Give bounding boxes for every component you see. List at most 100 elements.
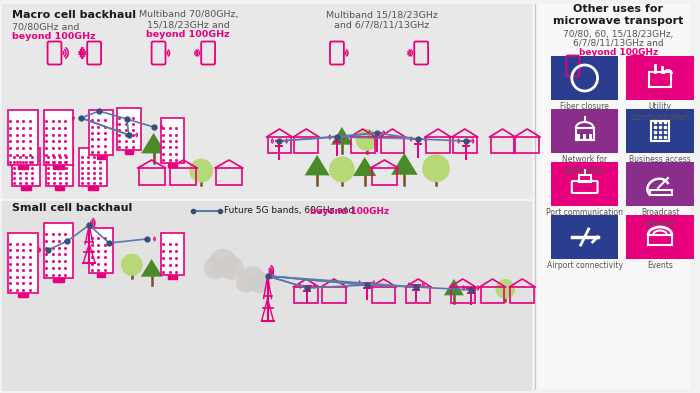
Bar	[648, 235, 672, 245]
Text: Fiber closure: Fiber closure	[560, 102, 609, 111]
Bar	[551, 109, 618, 153]
Bar	[79, 148, 107, 186]
Bar	[481, 287, 505, 303]
Bar	[515, 137, 539, 153]
Bar	[89, 110, 113, 155]
Bar	[294, 137, 318, 153]
Circle shape	[240, 266, 265, 291]
Bar	[626, 162, 694, 206]
Bar	[406, 287, 430, 303]
Bar	[160, 118, 184, 163]
Bar	[125, 150, 133, 154]
Bar	[576, 128, 594, 140]
Bar	[18, 293, 28, 296]
Circle shape	[329, 156, 355, 182]
Bar	[453, 137, 477, 153]
Bar	[650, 190, 672, 195]
Text: 6/7/8/11/13GHz and: 6/7/8/11/13GHz and	[573, 39, 664, 48]
Bar	[46, 148, 74, 186]
Polygon shape	[304, 155, 330, 175]
Bar	[18, 165, 28, 169]
Polygon shape	[444, 279, 464, 295]
Text: Future 5G bands, 60GHz and: Future 5G bands, 60GHz and	[224, 206, 357, 215]
Circle shape	[204, 257, 226, 279]
Polygon shape	[141, 259, 162, 277]
Bar	[117, 108, 141, 150]
Text: Events: Events	[647, 261, 673, 270]
Circle shape	[209, 249, 237, 277]
Bar	[578, 134, 580, 139]
Text: Business access: Business access	[629, 155, 691, 164]
Text: Broadcast
network: Broadcast network	[640, 208, 679, 228]
Bar	[216, 168, 242, 185]
Circle shape	[496, 279, 515, 299]
Bar	[21, 186, 31, 189]
FancyBboxPatch shape	[2, 201, 532, 391]
Bar	[171, 168, 196, 185]
Bar	[139, 168, 164, 185]
Bar	[538, 4, 690, 389]
Bar	[55, 186, 64, 189]
Bar	[97, 273, 105, 277]
Circle shape	[220, 256, 244, 280]
Text: 15/18/23GHz and: 15/18/23GHz and	[147, 20, 230, 29]
Text: Utility
communication: Utility communication	[631, 102, 690, 122]
Bar	[510, 287, 534, 303]
Text: Other uses for
microwave transport: Other uses for microwave transport	[553, 4, 684, 26]
Text: 70/80, 60, 15/18/23GHz,: 70/80, 60, 15/18/23GHz,	[564, 30, 673, 39]
Bar	[626, 109, 694, 153]
Text: Multiband 15/18/23GHz: Multiband 15/18/23GHz	[326, 10, 438, 19]
Bar	[372, 168, 398, 185]
Bar	[322, 287, 346, 303]
Polygon shape	[141, 133, 166, 153]
Text: Small cell backhaul: Small cell backhaul	[12, 203, 132, 213]
Text: and 6/7/8/11/13GHz: and 6/7/8/11/13GHz	[334, 20, 429, 29]
Bar	[89, 228, 113, 273]
Circle shape	[189, 159, 213, 183]
Circle shape	[422, 154, 450, 182]
Text: Network for
authorities: Network for authorities	[562, 155, 608, 175]
Bar	[97, 155, 105, 158]
Bar	[551, 215, 618, 259]
Circle shape	[250, 272, 271, 294]
Bar	[294, 287, 318, 303]
Bar	[583, 134, 586, 139]
Bar	[551, 162, 618, 206]
Bar	[426, 137, 450, 153]
Bar	[551, 56, 618, 100]
Bar	[626, 215, 694, 259]
Bar	[8, 233, 38, 293]
Text: Macro cell backhaul: Macro cell backhaul	[12, 10, 136, 20]
Bar	[168, 275, 176, 279]
Text: Port communication: Port communication	[546, 208, 623, 217]
Bar	[651, 121, 669, 141]
Bar	[372, 287, 396, 303]
Bar	[43, 223, 74, 278]
Text: beyond 100GHz: beyond 100GHz	[12, 32, 95, 41]
FancyBboxPatch shape	[2, 4, 532, 199]
Text: beyond 100GHz: beyond 100GHz	[310, 206, 389, 215]
Bar	[88, 186, 98, 189]
Bar	[579, 175, 591, 182]
Bar	[160, 233, 184, 275]
Bar	[626, 56, 694, 100]
Bar	[381, 137, 405, 153]
Circle shape	[236, 273, 256, 293]
Circle shape	[356, 129, 377, 151]
Bar	[351, 137, 374, 153]
Polygon shape	[353, 157, 377, 176]
Bar	[267, 137, 291, 153]
Circle shape	[121, 254, 143, 276]
Bar	[43, 110, 74, 165]
Polygon shape	[331, 127, 353, 145]
Bar	[53, 165, 64, 169]
Text: beyond 100GHz: beyond 100GHz	[146, 30, 230, 39]
Bar	[53, 278, 64, 281]
Text: beyond 100GHz: beyond 100GHz	[579, 48, 658, 57]
Text: Airport connectivity: Airport connectivity	[547, 261, 623, 270]
Polygon shape	[391, 153, 418, 175]
Text: 70/80GHz and: 70/80GHz and	[12, 23, 79, 32]
Bar	[451, 287, 475, 303]
Text: Multiband 70/80GHz,: Multiband 70/80GHz,	[139, 10, 238, 19]
Bar	[168, 163, 176, 167]
